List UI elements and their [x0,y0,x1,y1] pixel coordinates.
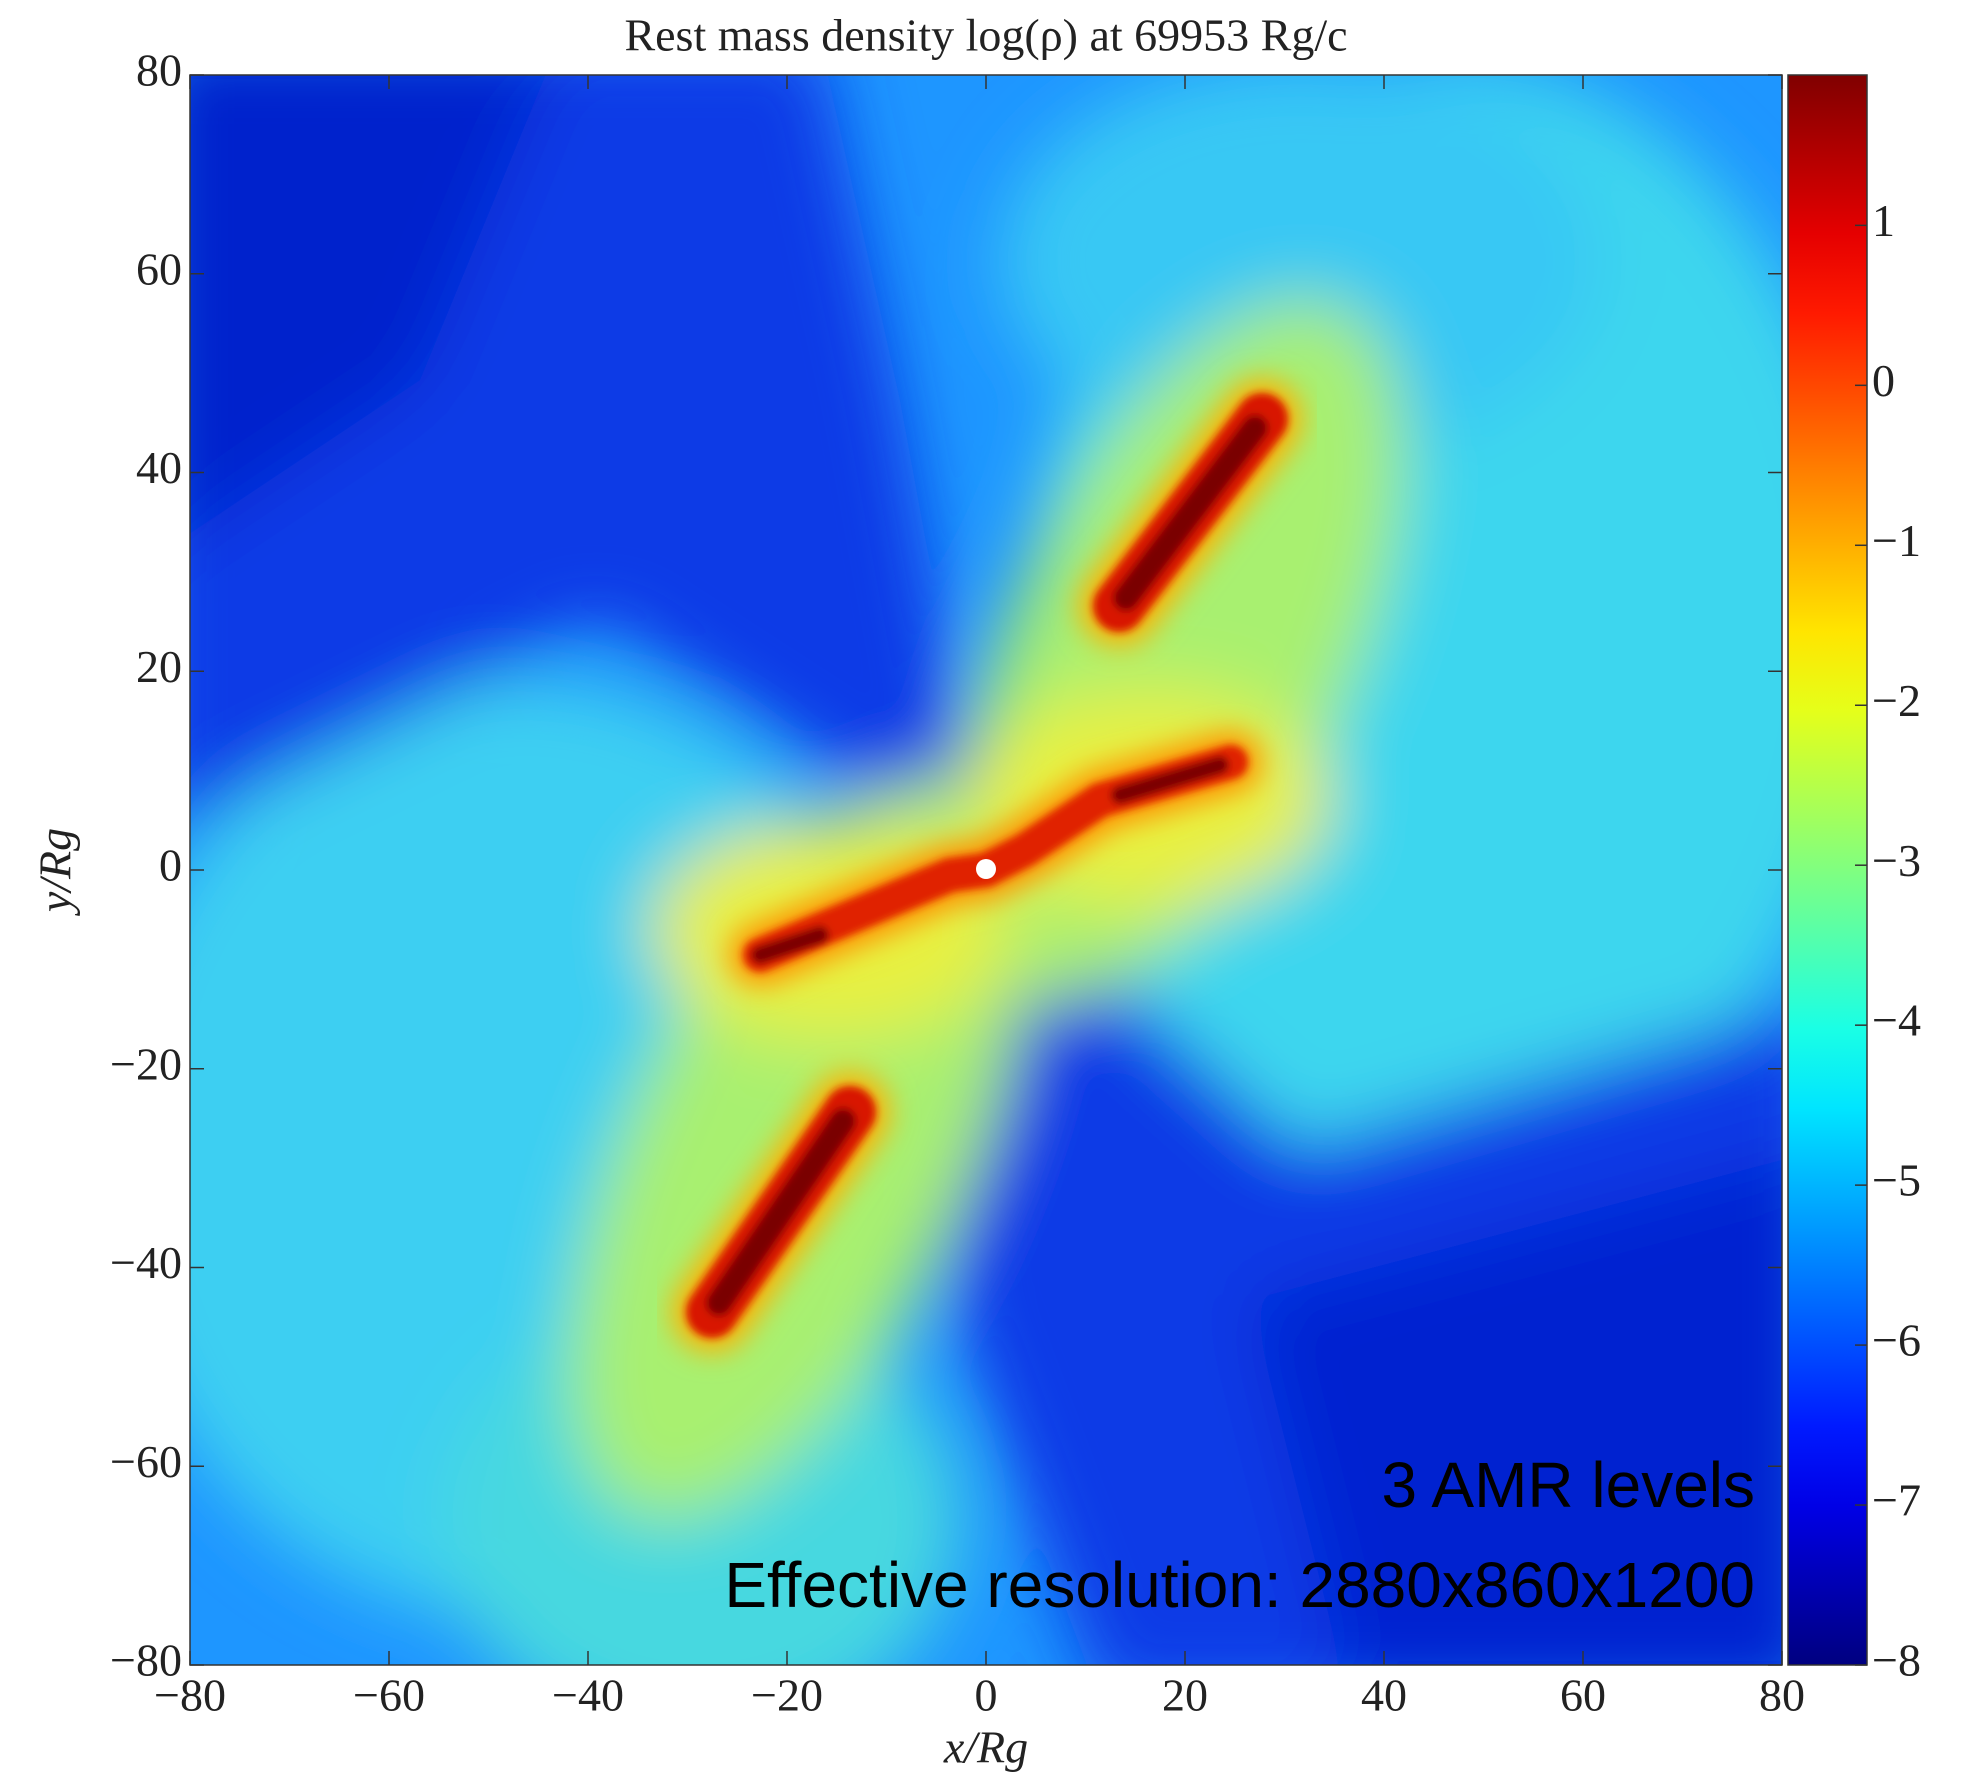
x-tick-label: 60 [1560,1670,1606,1721]
colorbar-tick-label: −7 [1872,1475,1921,1526]
colorbar-tick-label: −1 [1872,515,1921,566]
colorbar-tick-label: −6 [1872,1315,1921,1366]
chart-title: Rest mass density log(ρ) at 69953 Rg/c [624,10,1347,61]
x-tick-label: 0 [975,1670,998,1721]
x-tick-label: 20 [1162,1670,1208,1721]
y-tick-label: 80 [136,45,182,96]
x-tick-label: −80 [154,1670,226,1721]
y-tick-label: 60 [136,243,182,294]
colorbar-tick-label: −3 [1872,835,1921,886]
colorbar-tick-label: −8 [1872,1635,1921,1686]
y-tick-label: −60 [110,1436,182,1487]
annotation: 3 AMR levels [1382,1449,1755,1521]
annotation: Effective resolution: 2880x860x1200 [724,1549,1755,1621]
x-tick-label: 80 [1759,1670,1805,1721]
colorbar-tick-label: −5 [1872,1155,1921,1206]
y-axis-label: y/Rg [30,828,81,916]
y-tick-label: 0 [159,840,182,891]
y-tick-label: −80 [110,1635,182,1686]
x-tick-label: 40 [1361,1670,1407,1721]
y-tick-label: −40 [110,1237,182,1288]
y-tick-label: −20 [110,1038,182,1089]
x-axis-label: x/Rg [943,1722,1028,1773]
colorbar-tick-label: 1 [1872,195,1895,246]
colorbar [1787,74,1868,1666]
colorbar-tick-label: −2 [1872,675,1921,726]
x-tick-label: −20 [751,1670,823,1721]
y-tick-label: 20 [136,641,182,692]
x-tick-label: −40 [552,1670,624,1721]
colorbar-tick-label: 0 [1872,355,1895,406]
density-field [190,75,1782,1665]
colorbar-tick-label: −4 [1872,995,1921,1046]
y-tick-label: 40 [136,442,182,493]
x-tick-label: −60 [353,1670,425,1721]
